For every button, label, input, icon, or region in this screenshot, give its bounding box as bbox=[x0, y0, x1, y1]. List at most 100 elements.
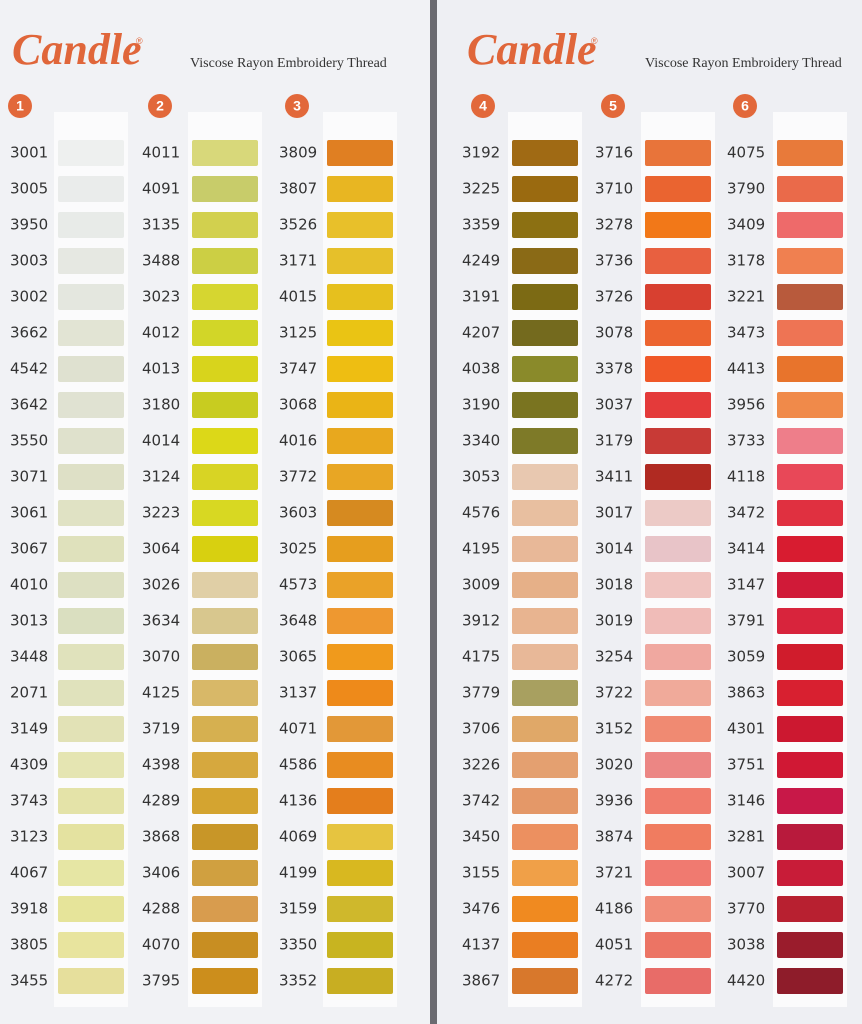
thread-code: 3807 bbox=[279, 180, 317, 198]
thread-code: 3448 bbox=[10, 648, 48, 666]
column-number: 4 bbox=[479, 98, 487, 114]
thread-swatch bbox=[58, 464, 124, 490]
thread-code: 3726 bbox=[595, 288, 633, 306]
thread-swatch bbox=[192, 680, 258, 706]
thread-swatch bbox=[645, 968, 711, 994]
thread-code: 3159 bbox=[279, 900, 317, 918]
thread-code: 4015 bbox=[279, 288, 317, 306]
thread-code: 3059 bbox=[727, 648, 765, 666]
thread-swatch bbox=[327, 860, 393, 886]
thread-code: 4420 bbox=[727, 972, 765, 990]
thread-swatch bbox=[327, 248, 393, 274]
thread-swatch bbox=[777, 428, 843, 454]
thread-code: 3476 bbox=[462, 900, 500, 918]
thread-code: 4051 bbox=[595, 936, 633, 954]
thread-swatch bbox=[327, 536, 393, 562]
thread-swatch bbox=[327, 392, 393, 418]
thread-swatch bbox=[645, 572, 711, 598]
thread-code: 3171 bbox=[279, 252, 317, 270]
brand-mark: ® bbox=[591, 36, 598, 46]
thread-code: 3068 bbox=[279, 396, 317, 414]
thread-swatch bbox=[58, 608, 124, 634]
thread-swatch bbox=[777, 536, 843, 562]
thread-swatch bbox=[645, 320, 711, 346]
thread-code: 3226 bbox=[462, 756, 500, 774]
thread-swatch bbox=[512, 212, 578, 238]
thread-code: 3221 bbox=[727, 288, 765, 306]
thread-code: 3020 bbox=[595, 756, 633, 774]
thread-code: 3747 bbox=[279, 360, 317, 378]
thread-code: 4067 bbox=[10, 864, 48, 882]
thread-swatch bbox=[777, 824, 843, 850]
thread-swatch bbox=[192, 896, 258, 922]
thread-swatch bbox=[777, 716, 843, 742]
thread-swatch bbox=[327, 572, 393, 598]
thread-code: 4125 bbox=[142, 684, 180, 702]
thread-code: 4542 bbox=[10, 360, 48, 378]
thread-swatch bbox=[327, 788, 393, 814]
thread-swatch bbox=[645, 284, 711, 310]
thread-swatch bbox=[192, 752, 258, 778]
thread-code: 3192 bbox=[462, 144, 500, 162]
thread-code: 4070 bbox=[142, 936, 180, 954]
thread-code: 3795 bbox=[142, 972, 180, 990]
thread-code: 3716 bbox=[595, 144, 633, 162]
thread-code: 3223 bbox=[142, 504, 180, 522]
thread-swatch bbox=[327, 428, 393, 454]
thread-code: 3455 bbox=[10, 972, 48, 990]
thread-code: 3146 bbox=[727, 792, 765, 810]
thread-swatch bbox=[192, 608, 258, 634]
thread-swatch bbox=[327, 140, 393, 166]
thread-swatch bbox=[645, 392, 711, 418]
thread-swatch bbox=[58, 428, 124, 454]
thread-code: 3779 bbox=[462, 684, 500, 702]
thread-swatch bbox=[192, 140, 258, 166]
thread-swatch bbox=[512, 140, 578, 166]
thread-swatch bbox=[645, 248, 711, 274]
thread-code: 4309 bbox=[10, 756, 48, 774]
thread-code: 3001 bbox=[10, 144, 48, 162]
thread-code: 4038 bbox=[462, 360, 500, 378]
thread-swatch bbox=[777, 608, 843, 634]
column-number: 3 bbox=[293, 98, 301, 114]
thread-code: 3014 bbox=[595, 540, 633, 558]
thread-code: 3002 bbox=[10, 288, 48, 306]
thread-code: 4013 bbox=[142, 360, 180, 378]
thread-code: 3155 bbox=[462, 864, 500, 882]
thread-code: 4069 bbox=[279, 828, 317, 846]
thread-swatch bbox=[777, 248, 843, 274]
thread-code: 3124 bbox=[142, 468, 180, 486]
thread-code: 3278 bbox=[595, 216, 633, 234]
thread-code: 4289 bbox=[142, 792, 180, 810]
thread-code: 3019 bbox=[595, 612, 633, 630]
thread-code: 4301 bbox=[727, 720, 765, 738]
column-number: 2 bbox=[156, 98, 164, 114]
thread-code: 2071 bbox=[10, 684, 48, 702]
thread-code: 4288 bbox=[142, 900, 180, 918]
thread-code: 3067 bbox=[10, 540, 48, 558]
column-number: 5 bbox=[609, 98, 617, 114]
thread-code: 4272 bbox=[595, 972, 633, 990]
thread-swatch bbox=[512, 716, 578, 742]
thread-swatch bbox=[777, 752, 843, 778]
thread-swatch bbox=[512, 284, 578, 310]
thread-code: 3180 bbox=[142, 396, 180, 414]
thread-code: 3472 bbox=[727, 504, 765, 522]
thread-code: 3281 bbox=[727, 828, 765, 846]
thread-swatch bbox=[327, 608, 393, 634]
thread-code: 3918 bbox=[10, 900, 48, 918]
column-badge bbox=[8, 94, 32, 118]
thread-swatch bbox=[192, 644, 258, 670]
thread-code: 4186 bbox=[595, 900, 633, 918]
thread-code: 4195 bbox=[462, 540, 500, 558]
thread-swatch bbox=[645, 644, 711, 670]
column-badge bbox=[285, 94, 309, 118]
thread-swatch bbox=[58, 392, 124, 418]
thread-swatch bbox=[645, 680, 711, 706]
thread-code: 3790 bbox=[727, 180, 765, 198]
thread-swatch bbox=[327, 644, 393, 670]
thread-swatch bbox=[327, 500, 393, 526]
thread-swatch bbox=[327, 752, 393, 778]
thread-swatch bbox=[192, 500, 258, 526]
thread-swatch bbox=[192, 392, 258, 418]
